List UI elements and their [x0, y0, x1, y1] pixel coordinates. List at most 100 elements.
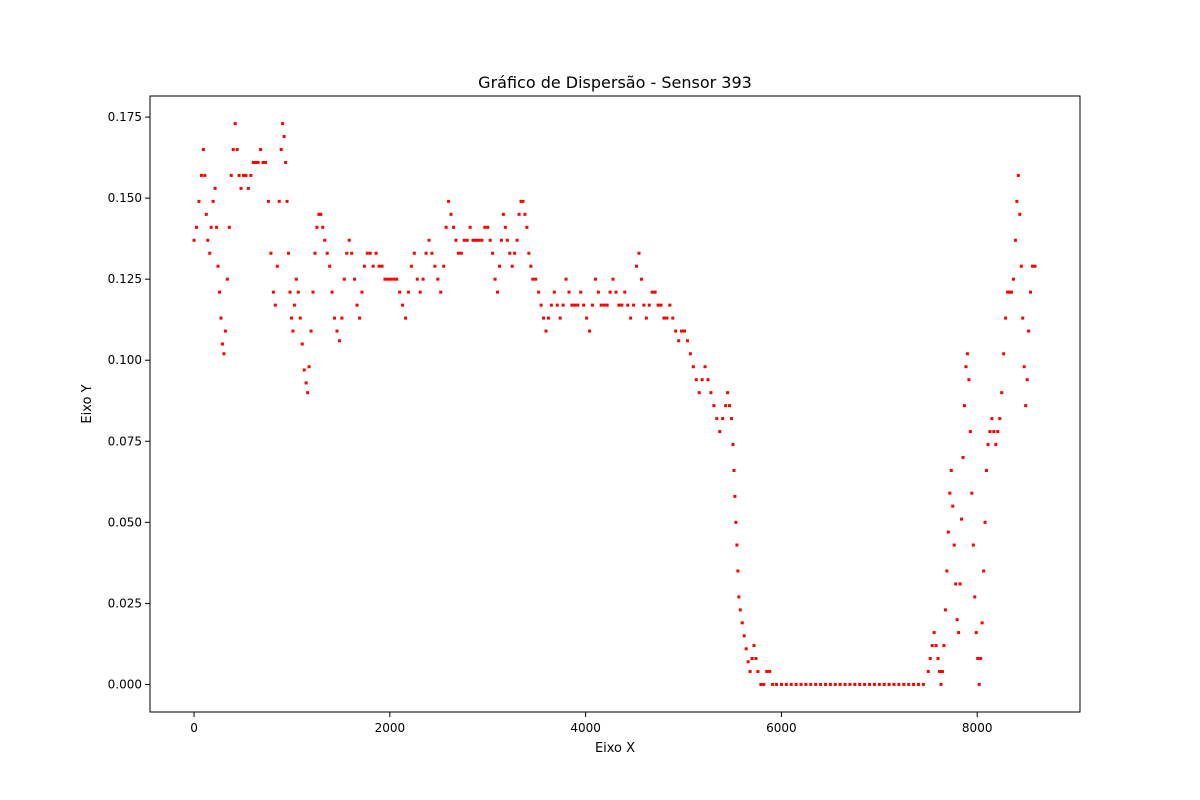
data-point [1006, 290, 1010, 294]
data-point [858, 682, 862, 686]
data-point [279, 147, 283, 151]
data-point [311, 290, 315, 294]
data-point [916, 682, 920, 686]
data-point [848, 682, 852, 686]
data-point [208, 251, 212, 255]
data-point [949, 468, 953, 472]
data-point [315, 225, 319, 229]
data-point [952, 543, 956, 547]
data-point [213, 186, 217, 190]
data-point [480, 238, 484, 242]
data-point [611, 277, 615, 281]
data-point [552, 290, 556, 294]
data-point [454, 238, 458, 242]
plot-area-frame [149, 95, 1081, 713]
data-point [534, 277, 538, 281]
data-point [251, 160, 255, 164]
data-point [951, 504, 955, 508]
data-point [288, 290, 292, 294]
data-point [325, 251, 329, 255]
data-point [347, 238, 351, 242]
data-point [744, 647, 748, 651]
data-point [219, 316, 223, 320]
data-point [249, 173, 253, 177]
data-point [374, 251, 378, 255]
data-point [986, 443, 990, 447]
data-point [887, 682, 891, 686]
data-point [218, 290, 222, 294]
data-point [558, 316, 562, 320]
data-point [264, 160, 268, 164]
data-point [317, 212, 321, 216]
data-point [691, 365, 695, 369]
data-point [427, 238, 431, 242]
data-point [752, 644, 756, 648]
data-point [784, 682, 788, 686]
data-point [521, 199, 525, 203]
data-point [1025, 378, 1029, 382]
data-point [779, 682, 783, 686]
data-point [635, 264, 639, 268]
data-point [955, 618, 959, 622]
data-point [304, 381, 308, 385]
data-point [330, 290, 334, 294]
data-point [694, 378, 698, 382]
data-point [926, 669, 930, 673]
data-point [389, 277, 393, 281]
data-point [406, 290, 410, 294]
data-point [300, 342, 304, 346]
data-point [206, 238, 210, 242]
data-point [665, 316, 669, 320]
data-point [740, 621, 744, 625]
data-point [501, 212, 505, 216]
data-point [527, 251, 531, 255]
data-point [277, 199, 281, 203]
data-point [335, 329, 339, 333]
data-point [750, 657, 754, 661]
data-point [680, 329, 684, 333]
data-point [319, 212, 323, 216]
data-point [231, 147, 235, 151]
y-tick-label: 0.075 [108, 434, 142, 448]
data-point [700, 378, 704, 382]
data-point [444, 225, 448, 229]
data-point [225, 277, 229, 281]
data-point [968, 430, 972, 434]
data-point [1027, 329, 1031, 333]
data-point [863, 682, 867, 686]
data-point [939, 682, 943, 686]
data-point [436, 277, 440, 281]
data-point [617, 303, 621, 307]
data-point [668, 303, 672, 307]
data-point [721, 417, 725, 421]
data-point [386, 277, 390, 281]
data-point [546, 316, 550, 320]
data-point [799, 682, 803, 686]
data-point [756, 669, 760, 673]
data-point [223, 329, 227, 333]
data-point [659, 303, 663, 307]
data-point [1004, 316, 1008, 320]
data-point [823, 682, 827, 686]
data-point [529, 264, 533, 268]
data-point [284, 160, 288, 164]
data-point [233, 122, 237, 126]
y-tick-label: 0.100 [108, 353, 142, 367]
data-point [220, 342, 224, 346]
y-tick-label: 0.025 [108, 596, 142, 610]
data-point [505, 238, 509, 242]
data-point [1022, 365, 1026, 369]
data-point [333, 316, 337, 320]
data-point [620, 303, 624, 307]
data-point [957, 631, 961, 635]
data-point [292, 303, 296, 307]
data-point [209, 225, 213, 229]
data-point [576, 303, 580, 307]
data-point [775, 682, 779, 686]
data-point [614, 290, 618, 294]
data-point [907, 682, 911, 686]
data-point [973, 595, 977, 599]
data-point [748, 669, 752, 673]
data-point [733, 494, 737, 498]
